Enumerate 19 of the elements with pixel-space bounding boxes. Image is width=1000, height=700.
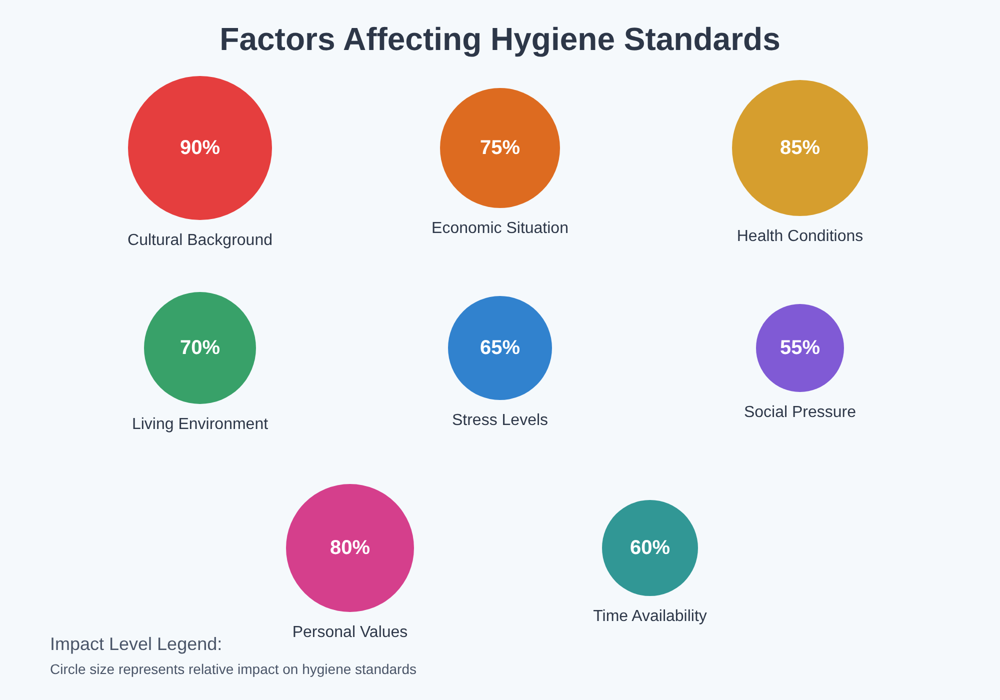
- data-label: 80%: [330, 537, 370, 559]
- category-label: Personal Values: [292, 624, 408, 641]
- category-label: Stress Levels: [452, 412, 548, 429]
- category-label: Cultural Background: [128, 232, 272, 249]
- category-label: Social Pressure: [744, 404, 856, 421]
- text: Circle size represents relative impact on hygiene standards: [50, 661, 417, 677]
- data-label: 85%: [780, 137, 820, 159]
- data-label: 55%: [780, 337, 820, 359]
- data-label: 65%: [480, 337, 520, 359]
- category-label: Living Environment: [132, 416, 269, 433]
- text: Impact Level Legend:: [50, 634, 222, 654]
- data-label: 60%: [630, 537, 670, 559]
- text: Factors Affecting Hygiene Standards: [220, 21, 780, 57]
- category-label: Economic Situation: [432, 220, 568, 237]
- data-label: 75%: [480, 137, 520, 159]
- data-label: 70%: [180, 337, 220, 359]
- data-label: 90%: [180, 137, 220, 159]
- category-label: Health Conditions: [736, 228, 864, 245]
- category-label: Time Availability: [593, 608, 707, 625]
